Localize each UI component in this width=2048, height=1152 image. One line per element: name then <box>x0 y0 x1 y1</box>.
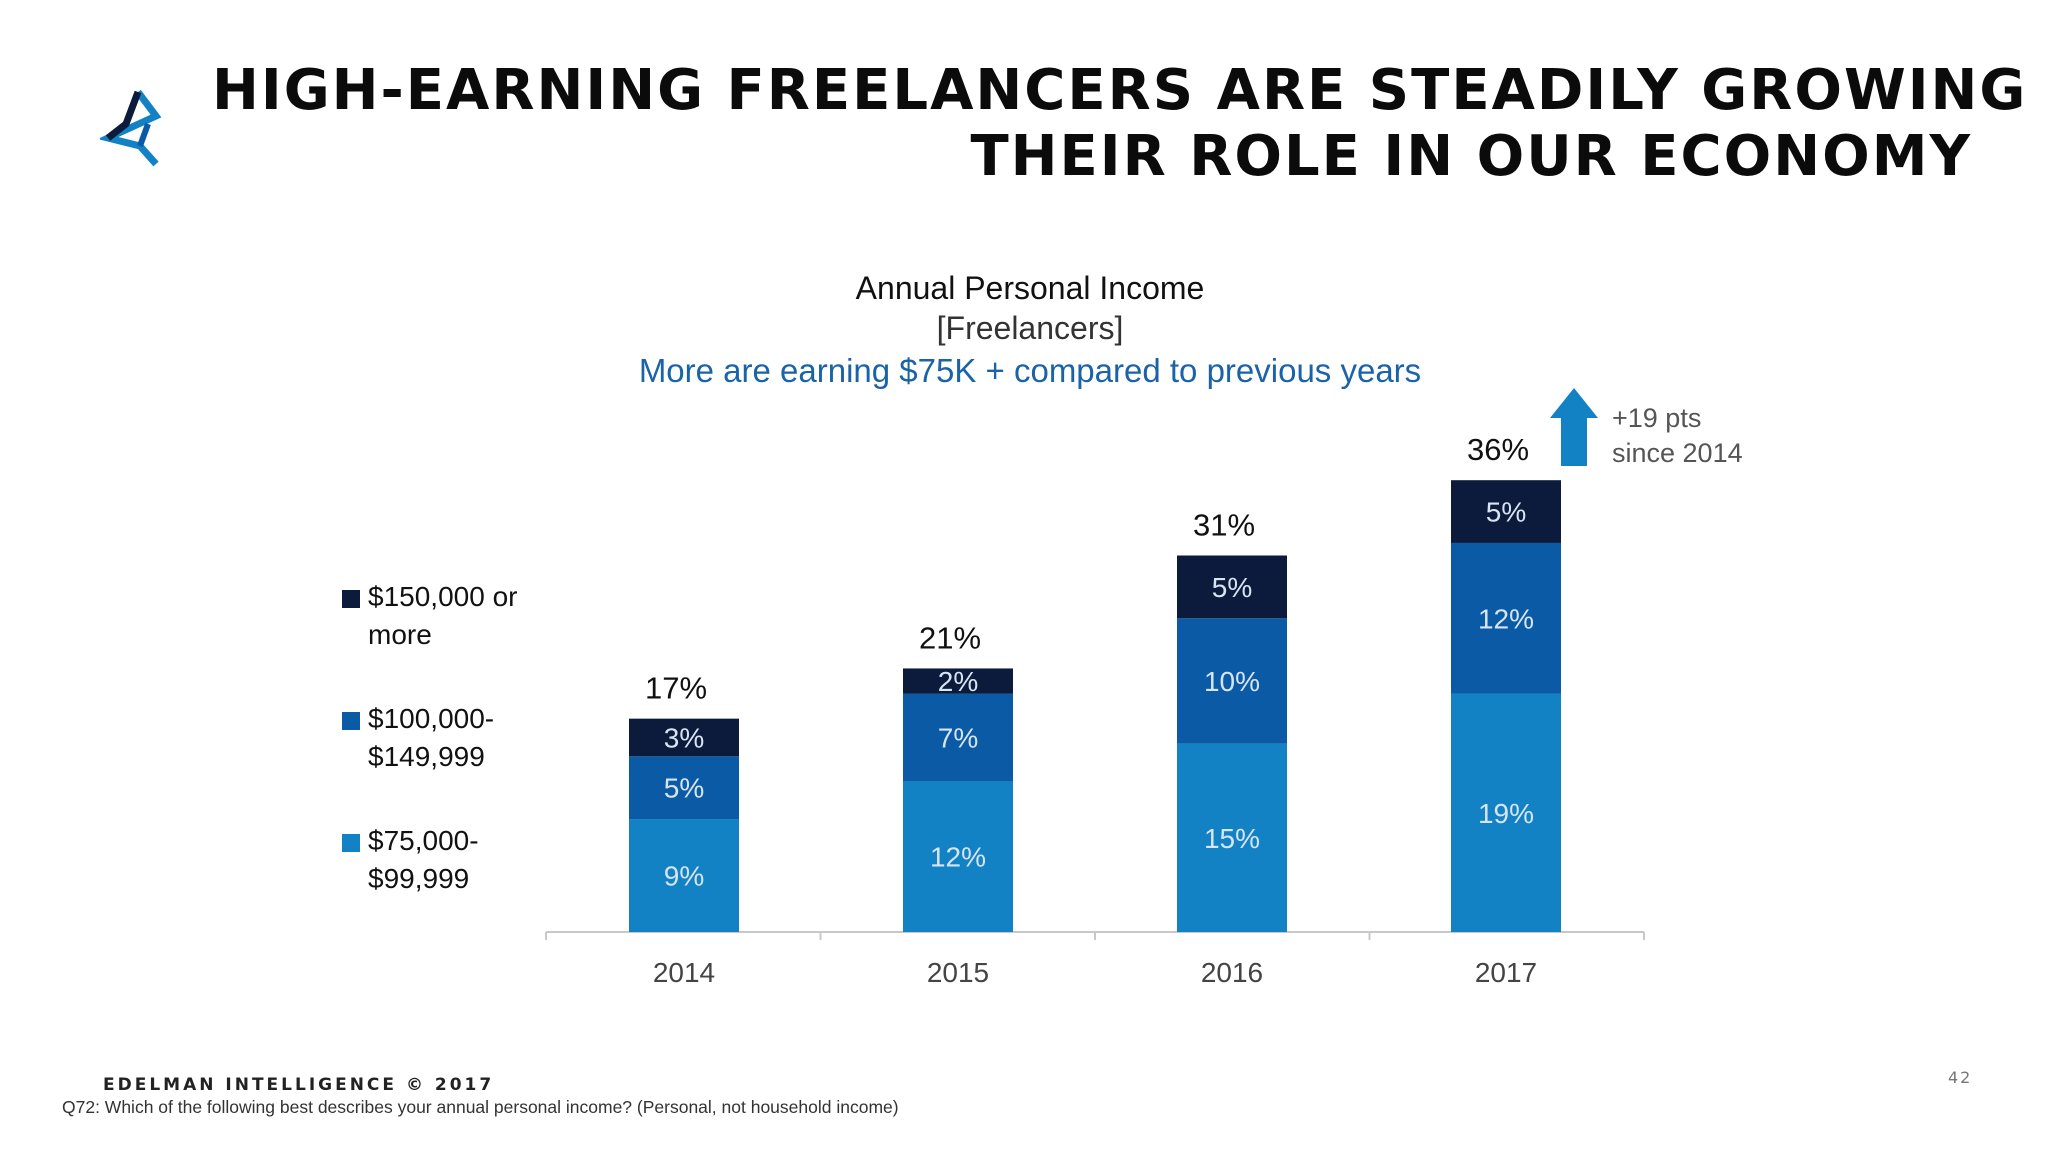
chart-title: Annual Personal Income <box>855 270 1205 306</box>
x-tick-label: 2015 <box>927 957 989 988</box>
legend-swatch <box>342 590 360 608</box>
data-label: 5% <box>1486 497 1526 528</box>
legend-label: $150,000 or more <box>368 581 518 650</box>
chart-note: More are earning $75K + compared to prev… <box>638 352 1422 389</box>
page-title-line-1: HIGH-EARNING FREELANCERS ARE STEADILY GR… <box>212 58 2028 123</box>
legend-label: $100,000- $149,999 <box>368 703 495 772</box>
chart-subtitle: [Freelancers] <box>936 310 1124 346</box>
legend-swatch <box>342 834 360 852</box>
total-label: 21% <box>919 620 981 655</box>
data-label: 5% <box>664 773 704 804</box>
edelman-logo-icon <box>100 89 162 167</box>
legend-label: $75,000- $99,999 <box>368 825 479 894</box>
bar-segment <box>629 756 739 820</box>
data-label: 12% <box>1478 603 1534 634</box>
bar-segment <box>1451 480 1561 543</box>
bar-segment <box>903 781 1013 932</box>
data-label: 5% <box>1212 572 1252 603</box>
bar-segment <box>1177 743 1287 932</box>
page-number: 42 <box>1948 1068 1973 1087</box>
bar-segment <box>1177 555 1287 619</box>
data-label: 12% <box>930 842 986 873</box>
data-label: 7% <box>938 722 978 753</box>
data-label: 3% <box>664 722 704 753</box>
bar-segment <box>903 668 1013 694</box>
x-tick-label: 2016 <box>1201 957 1263 988</box>
data-label: 10% <box>1204 666 1260 697</box>
bar-segment <box>1177 618 1287 744</box>
bar-segment <box>1451 693 1561 932</box>
up-arrow-icon <box>1550 388 1598 466</box>
bar-segment <box>629 819 739 932</box>
total-label: 36% <box>1467 432 1529 467</box>
bar-segment <box>903 693 1013 782</box>
page-title-line-2: THEIR ROLE IN OUR ECONOMY <box>970 124 1972 189</box>
callout-text: +19 pts <box>1612 403 1701 433</box>
footer-brand: EDELMAN INTELLIGENCE © 2017 <box>103 1075 495 1095</box>
legend-swatch <box>342 712 360 730</box>
data-label: 9% <box>664 861 704 892</box>
total-label: 31% <box>1193 508 1255 543</box>
data-label: 2% <box>938 666 978 697</box>
total-label: 17% <box>645 671 707 706</box>
data-label: 15% <box>1204 823 1260 854</box>
footer-question: Q72: Which of the following best describ… <box>62 1097 899 1117</box>
callout-text: since 2014 <box>1612 438 1743 468</box>
bar-segment <box>629 718 739 757</box>
page-title: HIGH-EARNING FREELANCERS ARE STEADILY GR… <box>212 58 2028 190</box>
bar-segment <box>1451 542 1561 694</box>
x-tick-label: 2014 <box>653 957 715 988</box>
x-tick-label: 2017 <box>1475 957 1537 988</box>
data-label: 19% <box>1478 798 1534 829</box>
